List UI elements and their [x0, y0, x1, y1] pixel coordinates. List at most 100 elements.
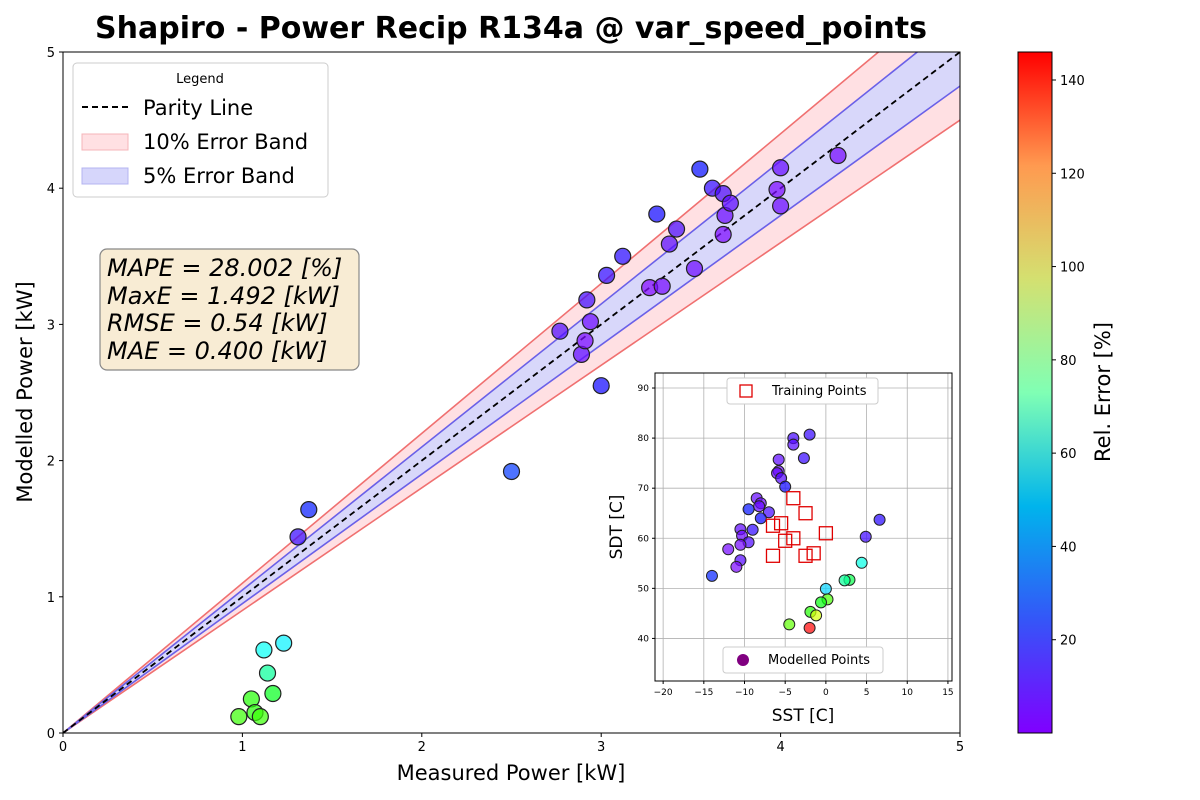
x-axis-label: Measured Power [kW] [397, 761, 626, 785]
scatter-point [251, 708, 269, 726]
inset-plot: −20 −15 −10 −5 0 5 10 15 40 50 60 70 80 90 SST [C] S… [607, 372, 954, 726]
band-10-lower-line [63, 119, 960, 733]
inset-modelled-point [803, 621, 816, 634]
colorbar-tick-label: 120 [1060, 167, 1085, 182]
inset-modelled-point [838, 574, 851, 587]
inset-x-tick-label: −5 [779, 688, 792, 698]
inset-training-point [786, 491, 801, 506]
scatter-point [576, 332, 594, 350]
legend-band10-swatch [81, 133, 129, 151]
legend-band5-swatch [81, 167, 129, 185]
inset-training-point [778, 533, 793, 548]
inset-x-axis-label: SST [C] [772, 706, 835, 726]
inset-modelled-point [859, 530, 872, 543]
y-tick-label: 4 [47, 182, 55, 197]
x-tick-label: 2 [418, 740, 426, 755]
inset-modelled-point [810, 609, 823, 622]
x-tick-label: 4 [776, 740, 784, 755]
main-plot: 0 1 2 3 4 5 0 1 2 3 4 5 Measured Power [kW] Modell… [13, 46, 964, 785]
inset-y-tick-label: 90 [638, 384, 650, 394]
legend-entry-parity: Parity Line [143, 96, 253, 120]
main-plot-frame [62, 51, 961, 734]
scatter-point [551, 322, 569, 340]
x-tick-label: 5 [956, 740, 964, 755]
inset-legend-training: Training Points [726, 377, 879, 405]
main-legend: Legend Parity Line 10% Error Band 5% Err… [72, 62, 329, 198]
inset-x-tick-label: 5 [864, 688, 870, 698]
inset-modelled-point [705, 569, 718, 582]
colorbar-tick-label: 80 [1060, 354, 1077, 369]
chart-title: Shapiro - Power Recip R134a @ var_speed_… [95, 11, 927, 46]
inset-frame [654, 372, 953, 682]
inset-training-point [786, 531, 801, 546]
scatter-point [614, 247, 632, 265]
inset-x-tick-label: −15 [694, 688, 713, 698]
y-axis-label: Modelled Power [kW] [13, 281, 37, 502]
metric-maxe: MaxE = 1.492 [kW] [107, 282, 340, 310]
inset-x-tick-label: 10 [902, 688, 914, 698]
colorbar-tick-label: 60 [1060, 447, 1077, 462]
inset-modelled-point [722, 543, 735, 556]
inset-modelled-point [787, 438, 800, 451]
scatter-point [502, 462, 521, 481]
inset-training-point [806, 546, 821, 561]
scatter-point [289, 528, 307, 546]
scatter-point [829, 146, 847, 165]
inset-modelled-point [772, 453, 785, 466]
scatter-point [255, 641, 273, 659]
scatter-point [653, 277, 671, 295]
inset-modelled-point [753, 500, 766, 513]
scatter-point [685, 259, 704, 278]
y-tick-label: 3 [47, 318, 55, 333]
inset-x-tick-label: 0 [823, 688, 829, 698]
inset-modelled-point [873, 513, 886, 526]
inset-modelled-point [855, 556, 868, 569]
inset-modelled-point [742, 503, 755, 516]
scatter-point [667, 220, 686, 238]
metrics-box: MAPE = 28.002 [%] MaxE = 1.492 [kW] RMSE… [99, 248, 360, 371]
inset-modelled-point [814, 596, 827, 609]
inset-legend-modelled: Modelled Points [722, 646, 884, 674]
band-5-lower-line [63, 85, 960, 733]
inset-training-point [798, 548, 813, 563]
inset-y-axis-label: SDT [C] [607, 495, 627, 560]
inset-modelled-point [754, 512, 767, 525]
inset-y-tick-label: 80 [638, 434, 650, 444]
scatter-point [592, 377, 610, 395]
inset-legend-training-marker [739, 384, 753, 398]
inset-modelled-point [783, 618, 796, 631]
inset-y-tick-label: 50 [638, 584, 650, 594]
inset-training-point [765, 518, 781, 533]
legend-title: Legend [176, 72, 224, 87]
band-10-upper-line [63, 52, 880, 733]
scatter-point [581, 313, 600, 331]
colorbar: 20 40 60 80 100 120 140 Rel. Error [%] [1017, 51, 1115, 734]
inset-legend-training-frame [726, 377, 879, 405]
scatter-point [597, 266, 616, 284]
scatter-point [648, 205, 666, 223]
metric-mae: MAE = 0.400 [kW] [107, 337, 327, 365]
inset-legend-training-label: Training Points [771, 384, 867, 399]
metrics-box-frame [99, 248, 360, 371]
metric-rmse: RMSE = 0.54 [kW] [107, 309, 328, 337]
scatter-point [275, 634, 293, 652]
scatter-point [258, 664, 277, 682]
x-tick-label: 3 [597, 740, 605, 755]
inset-modelled-point [779, 480, 792, 493]
x-tick-label: 0 [59, 740, 67, 755]
legend-entry-band10: 10% Error Band [143, 130, 308, 154]
y-tick-label: 0 [47, 727, 55, 742]
inset-modelled-point [746, 523, 759, 536]
scatter-point [230, 708, 248, 726]
inset-y-tick-label: 40 [638, 634, 650, 644]
y-tick-label: 5 [47, 46, 55, 61]
inset-modelled-point [762, 506, 775, 519]
inset-training-point [773, 516, 789, 531]
inset-background [655, 373, 952, 681]
parity-line [63, 52, 960, 733]
inset-legend-modelled-marker [737, 654, 749, 666]
inset-legend-modelled-label: Modelled Points [768, 653, 870, 668]
legend-frame [72, 62, 329, 198]
colorbar-gradient [1017, 51, 1053, 734]
colorbar-tick-label: 40 [1060, 540, 1077, 555]
